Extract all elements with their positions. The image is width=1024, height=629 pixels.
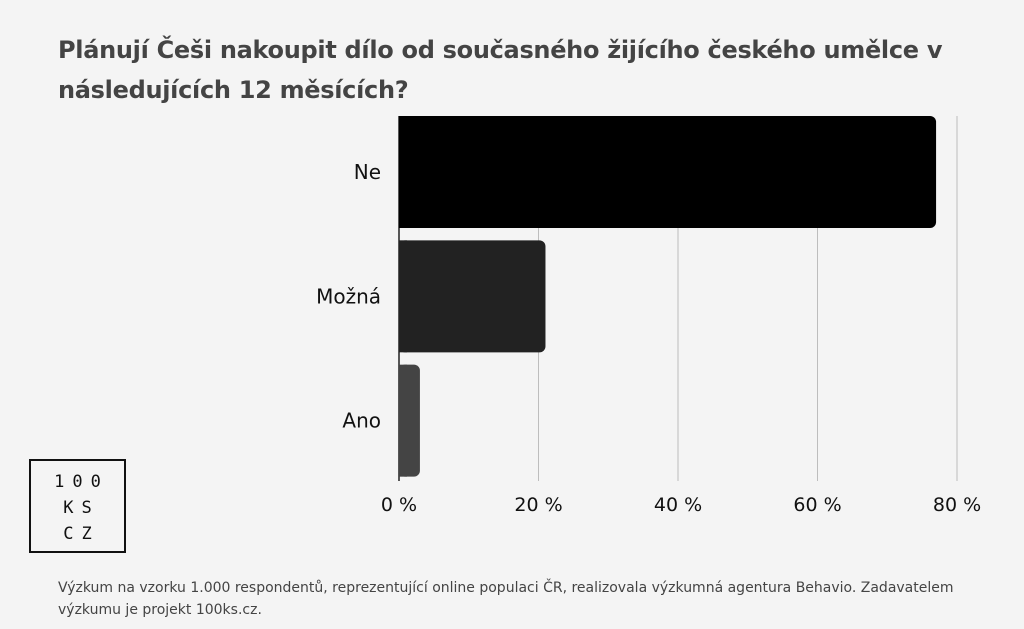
x-tick-label: 40 % xyxy=(654,494,702,516)
bar xyxy=(399,116,937,228)
brand-logo: 100 KS CZ xyxy=(29,459,126,553)
bar-edge xyxy=(399,364,407,477)
logo-line: CZ xyxy=(63,524,100,544)
category-label: Možná xyxy=(316,284,381,308)
x-tick-label: 60 % xyxy=(793,494,841,516)
x-tick-label: 0 % xyxy=(381,494,417,516)
footer-note: Výzkum na vzorku 1.000 respondentů, repr… xyxy=(58,580,954,618)
logo-line: KS xyxy=(63,498,100,518)
bar-edge xyxy=(399,240,407,353)
bar-edge xyxy=(399,116,407,228)
category-label: Ne xyxy=(354,160,381,184)
logo-line: 100 xyxy=(54,472,109,492)
x-tick-label: 80 % xyxy=(933,494,981,516)
bar xyxy=(399,240,546,353)
chart-title: Plánují Češi nakoupit dílo od současného… xyxy=(58,36,943,104)
category-label: Ano xyxy=(342,409,381,433)
x-tick-label: 20 % xyxy=(514,494,562,516)
